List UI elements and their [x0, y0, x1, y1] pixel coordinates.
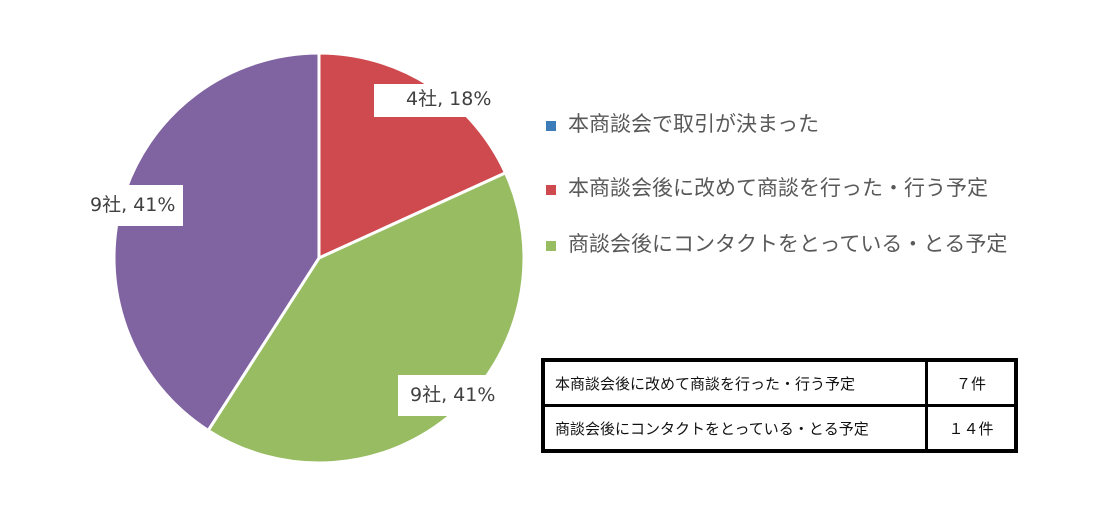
legend-item-contact: 商談会後にコンタクトをとっている・とる予定: [546, 228, 1008, 261]
table-row: 商談会後にコンタクトをとっている・とる予定 １４件: [541, 404, 1018, 453]
legend-item-deal-closed: 本商談会で取引が決まった: [546, 108, 1008, 141]
legend-swatch-green: [546, 241, 556, 251]
pie-chart: [112, 51, 526, 465]
row-label: 本商談会後に改めて商談を行った・行う予定: [541, 358, 928, 407]
data-label-green: 9社, 41%: [398, 375, 504, 416]
legend-swatch-red: [546, 185, 556, 195]
row-label: 商談会後にコンタクトをとっている・とる予定: [541, 404, 928, 453]
legend-swatch-blue: [546, 121, 556, 131]
table-row: 本商談会後に改めて商談を行った・行う予定 ７件: [541, 358, 1018, 407]
legend-item-renegotiation: 本商談会後に改めて商談を行った・行う予定: [546, 172, 1008, 205]
data-label-red: 4社, 18%: [374, 84, 502, 117]
data-label-purple: 9社, 41%: [82, 185, 184, 226]
summary-table: 本商談会後に改めて商談を行った・行う予定 ７件 商談会後にコンタクトをとっている…: [541, 358, 1018, 453]
row-value: １４件: [925, 404, 1018, 453]
row-value: ７件: [925, 358, 1018, 407]
